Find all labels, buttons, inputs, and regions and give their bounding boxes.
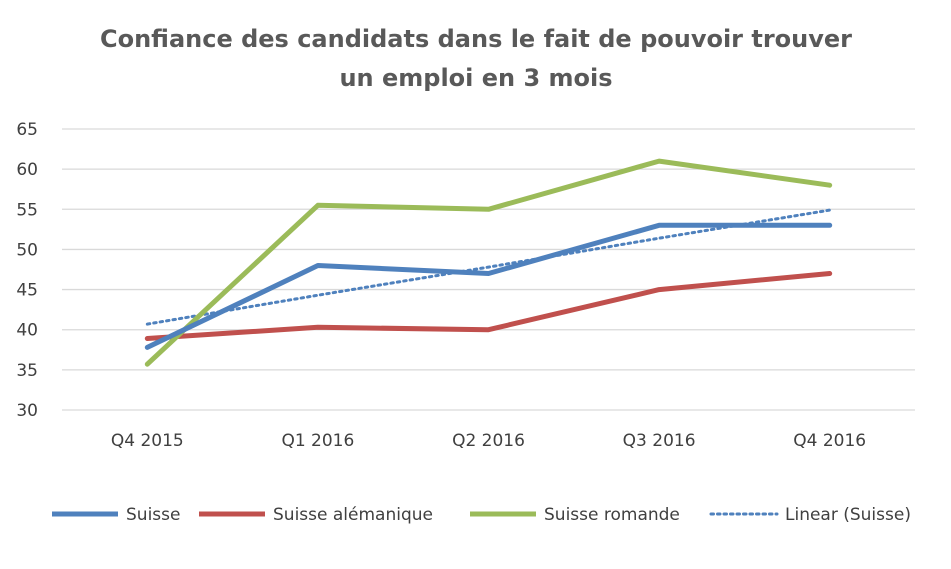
y-tick-label: 45 xyxy=(16,281,38,301)
y-tick-label: 55 xyxy=(16,200,38,220)
chart-title-line-2: un emploi en 3 mois xyxy=(339,64,612,92)
y-tick-label: 50 xyxy=(16,240,38,260)
y-tick-label: 65 xyxy=(16,120,38,140)
series-line-0 xyxy=(144,222,833,350)
x-tick-label: Q4 2016 xyxy=(793,431,866,451)
legend: Suisse Suisse alémanique Suisse romande Lin… xyxy=(52,505,911,525)
series-line-3 xyxy=(145,208,832,326)
gridlines xyxy=(62,128,915,411)
legend-label: Suisse alémanique xyxy=(273,505,433,525)
legend-label: Suisse xyxy=(126,505,180,525)
x-tick-label: Q1 2016 xyxy=(281,431,354,451)
x-axis-ticks: Q4 2015 Q1 2016 Q2 2016 Q3 2016 Q4 2016 xyxy=(111,431,866,451)
x-tick-label: Q4 2015 xyxy=(111,431,184,451)
y-tick-label: 35 xyxy=(16,361,38,381)
series-line-1 xyxy=(144,271,833,341)
y-tick-label: 30 xyxy=(16,401,38,421)
legend-label: Linear (Suisse) xyxy=(785,505,911,525)
chart-title-line-1: Confiance des candidats dans le fait de … xyxy=(100,25,852,53)
series-lines xyxy=(144,158,833,367)
y-tick-label: 60 xyxy=(16,160,38,180)
series-line-2 xyxy=(144,158,833,367)
x-tick-label: Q3 2016 xyxy=(623,431,696,451)
x-tick-label: Q2 2016 xyxy=(452,431,525,451)
legend-label: Suisse romande xyxy=(544,505,680,525)
y-tick-label: 40 xyxy=(16,321,38,341)
y-axis-ticks: 30 35 40 45 50 55 60 65 xyxy=(16,120,38,421)
